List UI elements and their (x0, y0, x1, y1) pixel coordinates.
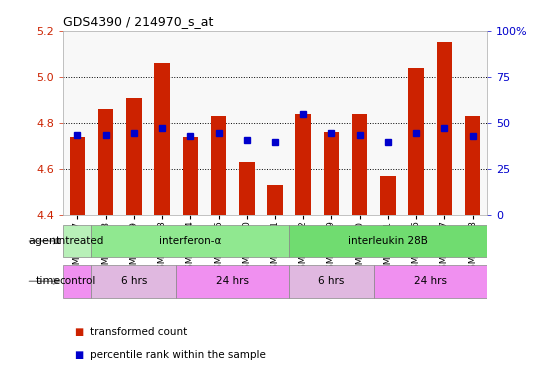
Text: interferon-α: interferon-α (159, 236, 222, 246)
Text: ■: ■ (74, 350, 84, 360)
Bar (176, 265, 289, 298)
Bar (295, 114, 311, 215)
Bar (183, 137, 198, 215)
Bar (465, 116, 480, 215)
Text: 6 hrs: 6 hrs (318, 276, 345, 286)
Bar (352, 114, 367, 215)
Text: 24 hrs: 24 hrs (216, 276, 249, 286)
Bar (70, 137, 85, 215)
Bar (437, 42, 452, 215)
Bar (289, 265, 374, 298)
Bar (239, 162, 255, 215)
Bar (380, 176, 395, 215)
Bar (63, 265, 91, 298)
Bar (374, 265, 487, 298)
Text: untreated: untreated (52, 236, 103, 246)
Bar (324, 132, 339, 215)
Text: agent: agent (28, 236, 60, 246)
Text: transformed count: transformed count (90, 327, 187, 337)
Text: control: control (59, 276, 96, 286)
Bar (63, 225, 91, 257)
Text: GDS4390 / 214970_s_at: GDS4390 / 214970_s_at (63, 15, 213, 28)
Bar (155, 63, 170, 215)
Text: time: time (35, 276, 60, 286)
Bar (98, 109, 113, 215)
Text: percentile rank within the sample: percentile rank within the sample (90, 350, 266, 360)
Bar (289, 225, 487, 257)
Bar (126, 98, 141, 215)
Bar (211, 116, 226, 215)
Bar (409, 68, 424, 215)
Text: 24 hrs: 24 hrs (414, 276, 447, 286)
Bar (91, 225, 289, 257)
Text: 6 hrs: 6 hrs (120, 276, 147, 286)
Bar (267, 185, 283, 215)
Bar (91, 265, 176, 298)
Text: interleukin 28B: interleukin 28B (348, 236, 428, 246)
Text: ■: ■ (74, 327, 84, 337)
